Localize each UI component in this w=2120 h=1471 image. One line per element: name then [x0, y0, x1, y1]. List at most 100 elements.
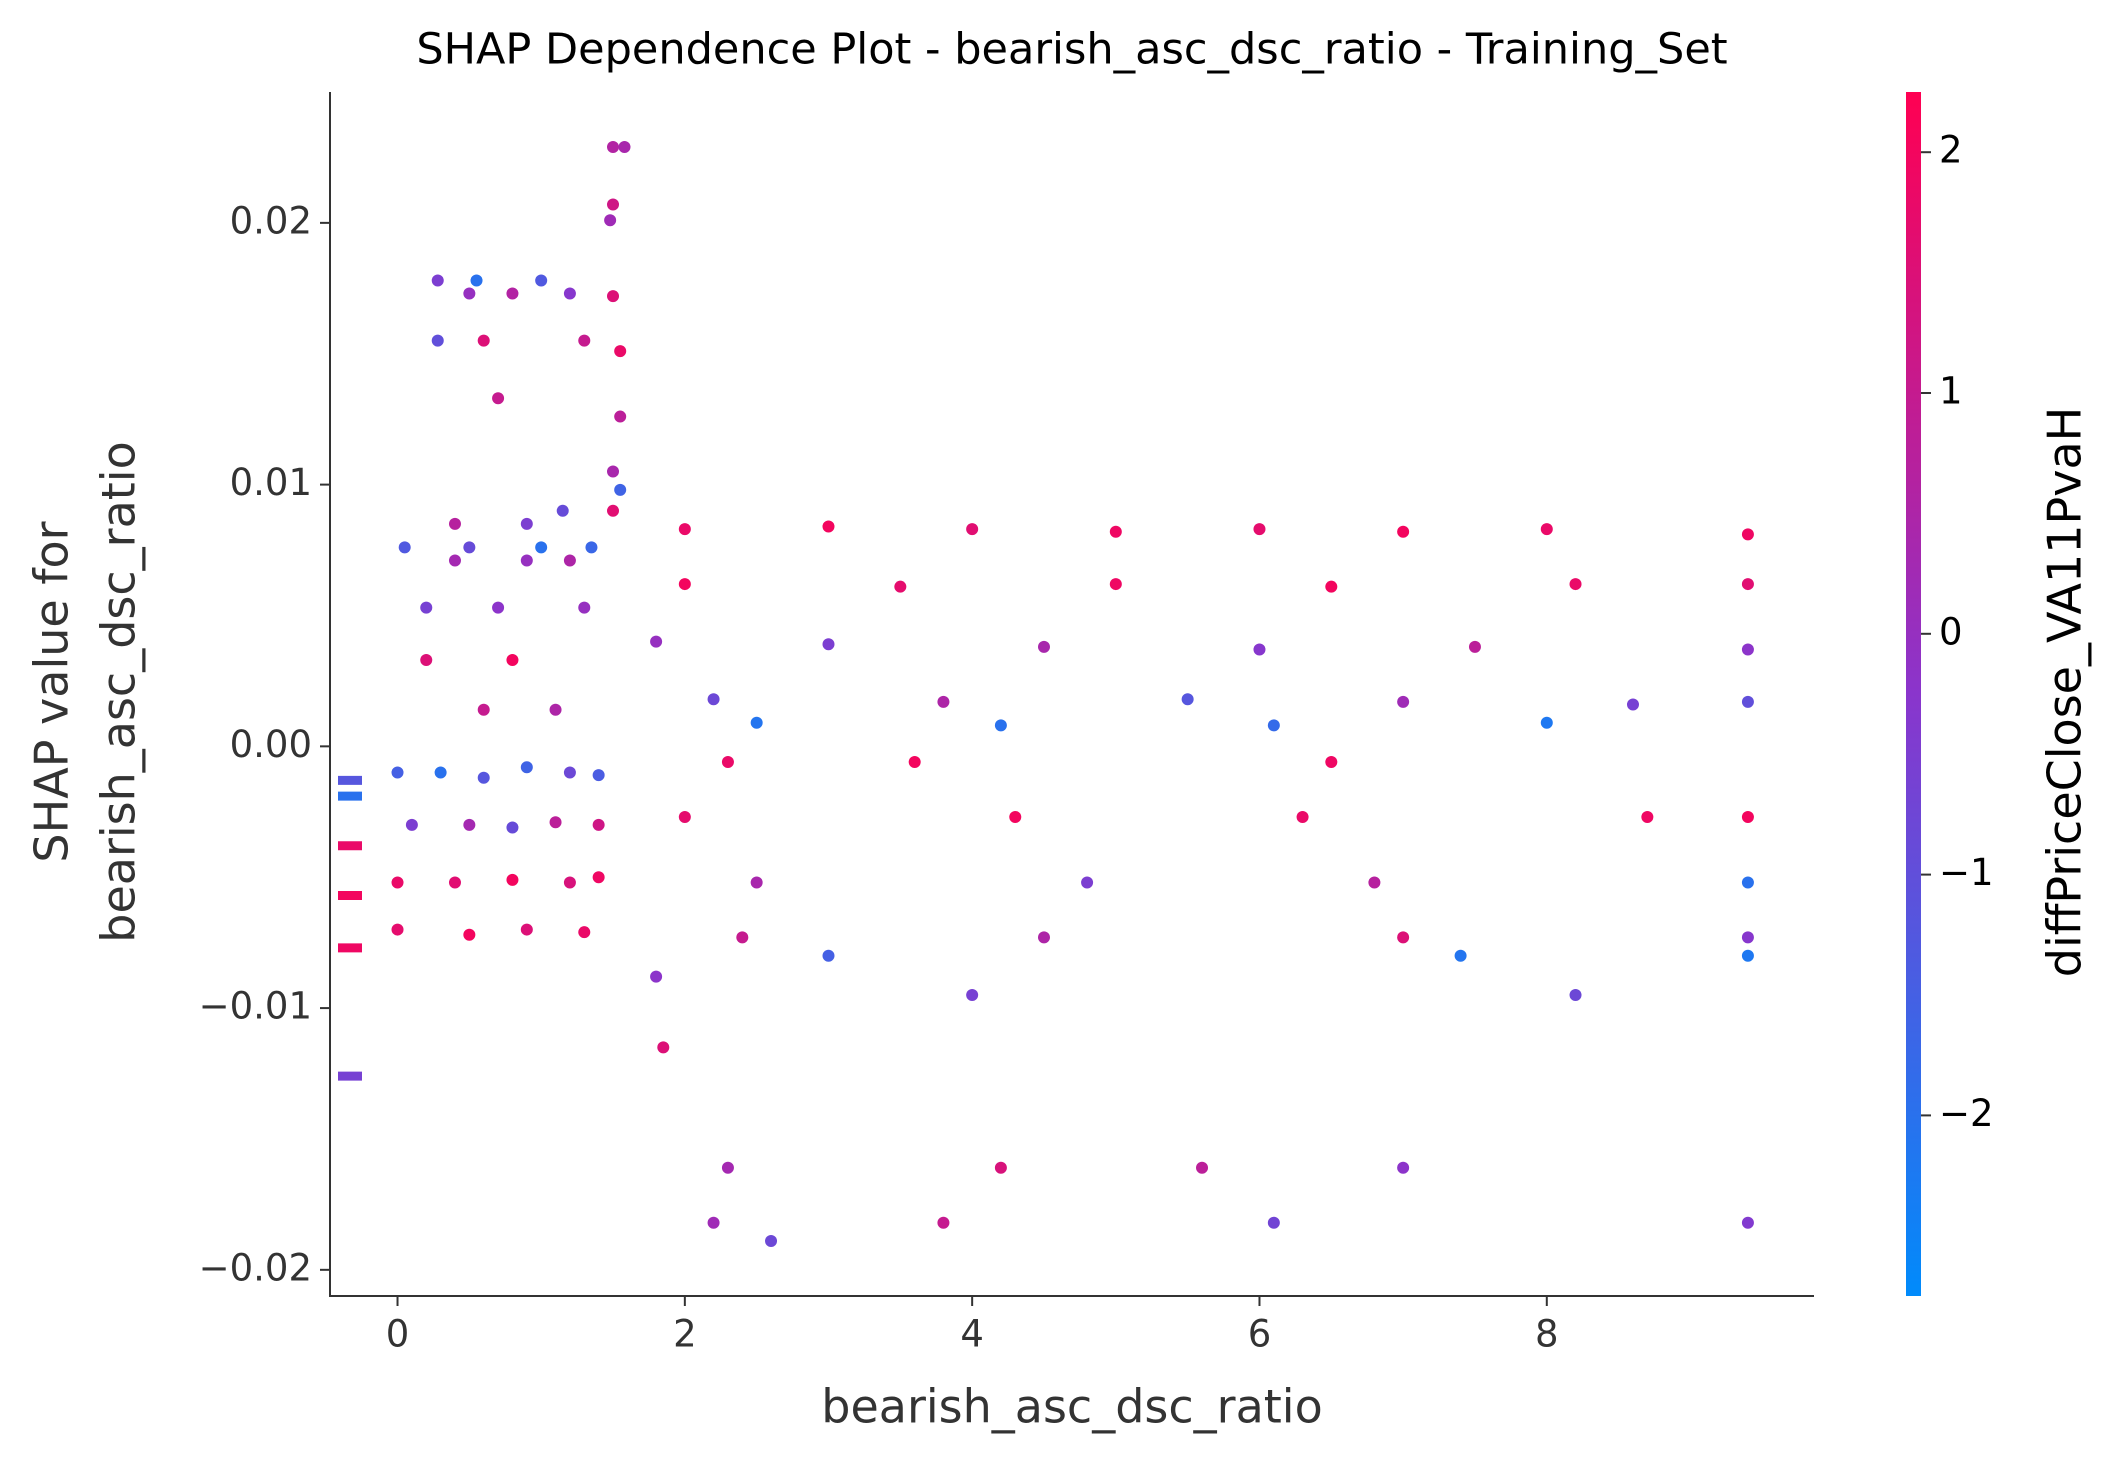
- point: [431, 274, 444, 287]
- point: [1741, 643, 1754, 656]
- colorbar-tick-label: −2: [1939, 1092, 1994, 1135]
- point: [1741, 876, 1754, 889]
- point: [563, 287, 576, 300]
- y-tick-label: −0.01: [199, 985, 312, 1028]
- point: [1368, 876, 1381, 889]
- point: [563, 766, 576, 779]
- x-tick-label: 4: [960, 1313, 984, 1356]
- point: [477, 334, 490, 347]
- point: [1267, 1216, 1280, 1229]
- x-axis-label: bearish_asc_dsc_ratio: [821, 1380, 1322, 1434]
- x-tick-label: 6: [1248, 1313, 1272, 1356]
- point: [1196, 1161, 1209, 1174]
- point: [1626, 698, 1639, 711]
- point: [1741, 811, 1754, 824]
- point: [549, 816, 562, 829]
- point: [750, 876, 763, 889]
- point: [1267, 719, 1280, 732]
- point: [1181, 693, 1194, 706]
- point: [607, 504, 620, 517]
- point: [1397, 931, 1410, 944]
- chart-title: SHAP Dependence Plot - bearish_asc_dsc_r…: [416, 25, 1727, 75]
- point: [463, 287, 476, 300]
- point: [434, 766, 447, 779]
- x-tick-label: 2: [673, 1313, 697, 1356]
- x-tick-label: 8: [1535, 1313, 1559, 1356]
- point: [549, 703, 562, 716]
- point: [678, 523, 691, 536]
- point: [420, 653, 433, 666]
- point: [607, 290, 620, 303]
- colorbar: [1906, 92, 1921, 1296]
- point: [506, 287, 519, 300]
- point: [994, 1161, 1007, 1174]
- point: [614, 345, 627, 358]
- point: [520, 517, 533, 530]
- point: [1296, 811, 1309, 824]
- point: [1397, 525, 1410, 538]
- point: [1325, 580, 1338, 593]
- point: [1397, 695, 1410, 708]
- point: [431, 334, 444, 347]
- point: [750, 716, 763, 729]
- point: [477, 703, 490, 716]
- point: [463, 541, 476, 554]
- point: [822, 520, 835, 533]
- point: [607, 465, 620, 478]
- point: [448, 554, 461, 567]
- point: [966, 523, 979, 536]
- point: [1037, 640, 1050, 653]
- point: [1741, 1216, 1754, 1229]
- y-axis-label: SHAP value for: [25, 521, 79, 862]
- point: [1540, 523, 1553, 536]
- point: [966, 989, 979, 1001]
- point: [492, 392, 505, 405]
- point: [1253, 643, 1266, 656]
- point: [563, 554, 576, 567]
- point: [463, 928, 476, 941]
- point: [520, 923, 533, 936]
- point: [1741, 578, 1754, 591]
- point: [1253, 523, 1266, 536]
- point: [1741, 949, 1754, 962]
- point: [721, 1161, 734, 1174]
- point: [1397, 1161, 1410, 1174]
- point: [477, 771, 490, 784]
- point: [707, 693, 720, 706]
- point: [1081, 876, 1094, 889]
- point: [650, 970, 663, 983]
- point: [614, 410, 627, 423]
- point: [1741, 695, 1754, 708]
- point: [1741, 528, 1754, 541]
- point: [578, 926, 591, 939]
- point: [994, 719, 1007, 732]
- point: [822, 949, 835, 962]
- point: [592, 769, 605, 782]
- point: [1741, 931, 1754, 944]
- point: [463, 818, 476, 831]
- y-axis-label: bearish_asc_dsc_ratio: [92, 441, 146, 942]
- point: [520, 761, 533, 774]
- point: [556, 504, 569, 517]
- point: [678, 811, 691, 824]
- point: [657, 1041, 670, 1054]
- point: [506, 821, 519, 834]
- y-tick-label: −0.02: [199, 1246, 312, 1289]
- point: [1641, 811, 1654, 824]
- point: [506, 653, 519, 666]
- point: [492, 601, 505, 614]
- point: [650, 635, 663, 648]
- point: [618, 140, 631, 153]
- point: [1325, 756, 1338, 769]
- point: [707, 1216, 720, 1229]
- point: [765, 1235, 778, 1248]
- point: [678, 578, 691, 591]
- point: [822, 638, 835, 651]
- y-tick-label: 0.01: [230, 461, 312, 504]
- point: [604, 214, 617, 227]
- x-tick-label: 0: [386, 1313, 410, 1356]
- point: [1569, 578, 1582, 591]
- point: [391, 876, 404, 889]
- point: [420, 601, 433, 614]
- point: [585, 541, 598, 554]
